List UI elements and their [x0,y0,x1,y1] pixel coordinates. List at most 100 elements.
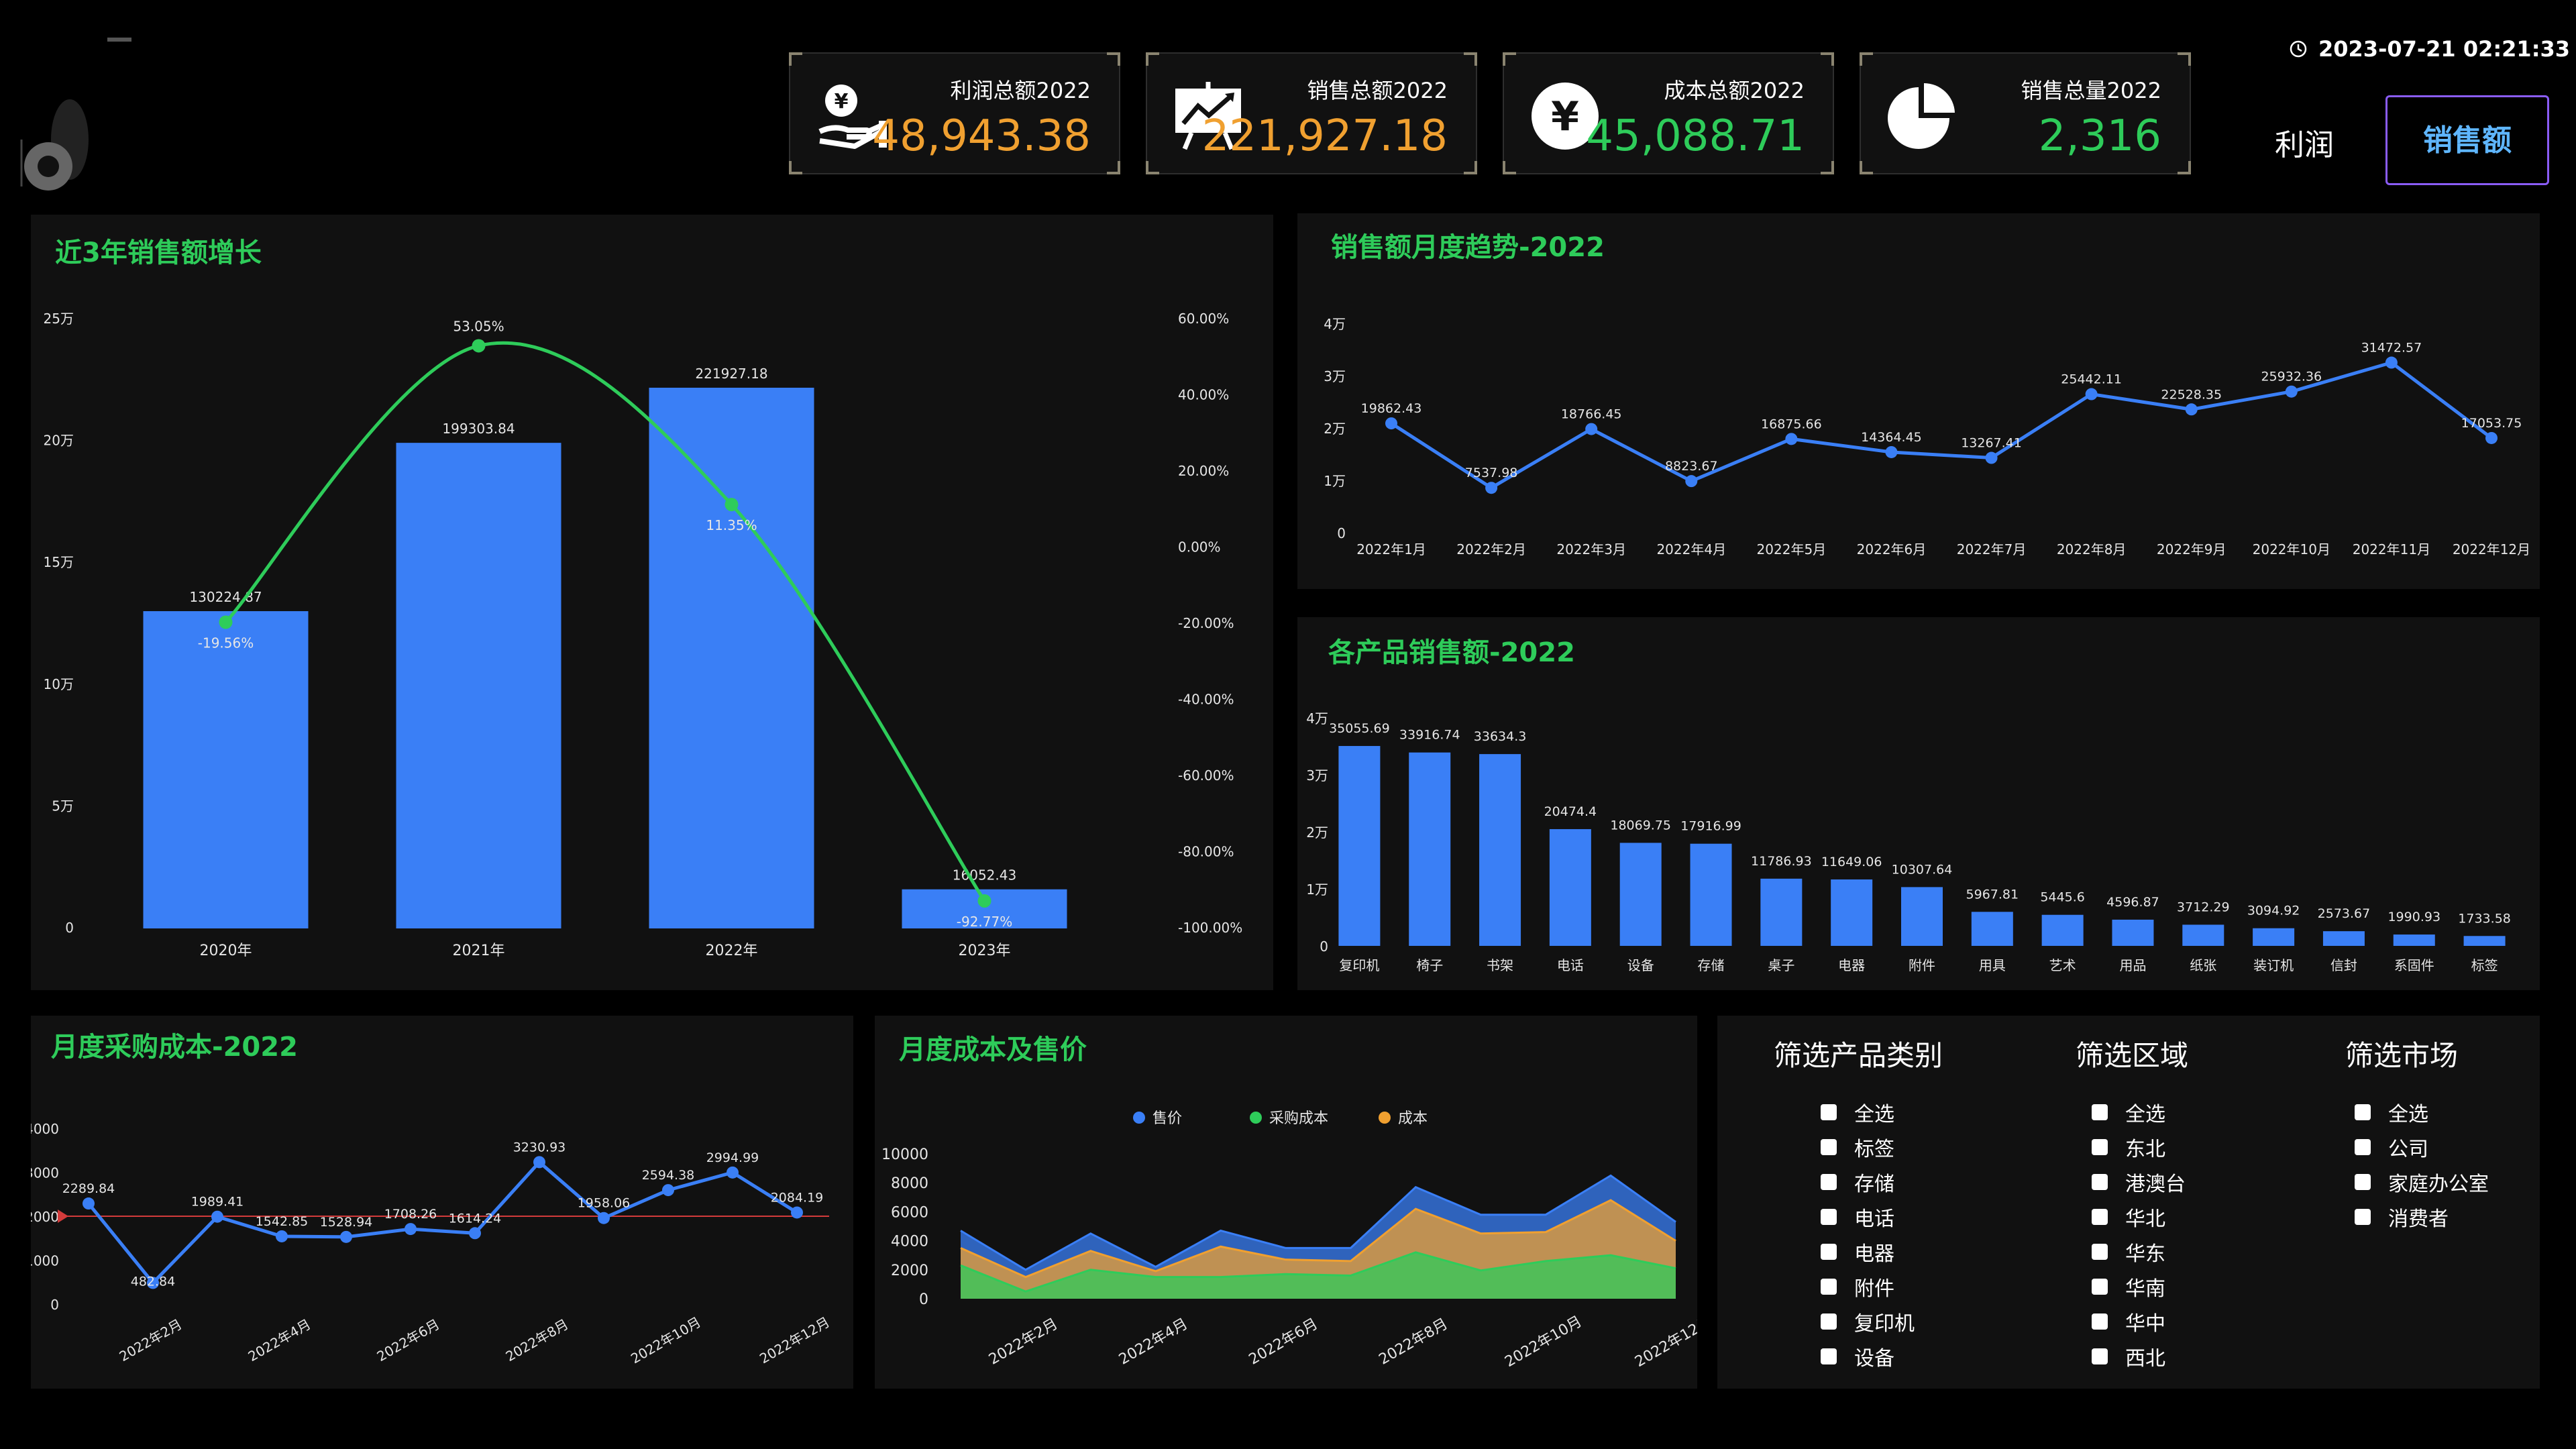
filter-option-label: 华中 [2125,1312,2165,1336]
cost-point [727,1166,739,1179]
kpi-value: 48,943.38 [872,111,1091,161]
filter-option[interactable]: 复印机 [1821,1307,1915,1336]
filter-option[interactable]: 全选 [1821,1097,1894,1127]
kpi-card-quantity: 销售总量2022 2,316 [1860,52,2191,174]
filter-option[interactable]: 公司 [2355,1132,2428,1162]
toggle-sales-button[interactable]: 销售额 [2385,95,2549,185]
filter-option[interactable]: 存储 [1821,1167,1894,1197]
filter-checkbox[interactable] [2092,1104,2108,1120]
filter-option[interactable]: 华中 [2092,1307,2165,1336]
cost-value-label: 1542.85 [256,1214,309,1229]
bar [2041,914,2084,946]
filter-checkbox[interactable] [2092,1139,2108,1155]
filter-checkbox[interactable] [2092,1313,2108,1330]
growth-rate-label: -19.56% [198,635,254,651]
y-tick-label: 2万 [1324,421,1346,437]
filter-option[interactable]: 华东 [2092,1237,2165,1267]
kpi-label: 销售总额2022 [1307,78,1448,103]
filter-option[interactable]: 西北 [2092,1342,2165,1371]
y-tick-label: 20万 [44,433,74,449]
filter-checkbox[interactable] [1821,1244,1837,1260]
filter-option-label: 消费者 [2388,1208,2449,1231]
sales-value-label: 17053.75 [2461,416,2522,431]
cost-point [791,1206,803,1219]
toggle-profit-button[interactable]: 利润 [2275,128,2334,162]
legend-marker [1133,1112,1145,1124]
filter-option[interactable]: 家庭办公室 [2355,1167,2489,1197]
filter-checkbox[interactable] [2355,1174,2371,1190]
cost-point [469,1227,481,1240]
sales-value-label: 8823.67 [1665,459,1718,474]
filter-option[interactable]: 华北 [2092,1202,2165,1232]
y2-tick-label: 60.00% [1178,311,1229,327]
x-tick-label: 2022年12月 [1632,1313,1697,1371]
bar [1971,912,2013,946]
filter-option[interactable]: 电器 [1821,1237,1894,1267]
filter-checkbox[interactable] [1821,1209,1837,1225]
x-tick-label: 2022年10月 [2253,541,2330,557]
x-tick-label: 2022年4月 [1656,541,1726,557]
filter-checkbox[interactable] [1821,1139,1837,1155]
kpi-card-cost: ¥ 成本总额2022 45,088.71 [1503,52,1834,174]
cost-value-label: 1528.94 [320,1215,373,1230]
filter-checkbox[interactable] [1821,1104,1837,1120]
cost-point [147,1277,159,1289]
svg-text:¥: ¥ [1551,93,1579,140]
bar-value-label: 10307.64 [1892,862,1953,877]
filter-checkbox[interactable] [1821,1348,1837,1364]
bar [2393,934,2435,946]
y-tick-label: 6000 [891,1204,928,1221]
datetime-display: 2023-07-21 02:21:33 [2289,36,2570,62]
filter-checkbox[interactable] [2355,1209,2371,1225]
filter-checkbox[interactable] [2092,1174,2108,1190]
growth-rate-label: 11.35% [706,517,757,533]
area-series-line [960,1251,1676,1293]
filter-checkbox[interactable] [2092,1279,2108,1295]
bar-value-label: 16052.43 [953,867,1016,883]
cost-point [598,1212,610,1224]
y-tick-label: 10万 [44,676,74,692]
filter-option[interactable]: 电话 [1821,1202,1894,1232]
filter-option[interactable]: 华南 [2092,1272,2165,1301]
y2-tick-label: -20.00% [1178,615,1234,631]
filter-option[interactable]: 东北 [2092,1132,2165,1162]
bar-value-label: 18069.75 [1610,818,1671,833]
filter-option[interactable]: 附件 [1821,1272,1894,1301]
x-tick-label: 2022年4月 [1116,1316,1191,1368]
cost-point [662,1184,674,1197]
kpi-card-profit: ¥ 利润总额2022 48,943.38 [789,52,1120,174]
filter-checkbox[interactable] [2355,1139,2371,1155]
filter-option[interactable]: 消费者 [2355,1202,2449,1232]
legend-label: 采购成本 [1269,1110,1328,1127]
filter-option[interactable]: 全选 [2355,1097,2428,1127]
filter-checkbox[interactable] [2092,1348,2108,1364]
cost-value-label: 1989.41 [191,1195,244,1210]
money-hand-icon: ¥ [818,85,887,149]
filter-checkbox[interactable] [2092,1209,2108,1225]
filter-option[interactable]: 设备 [1821,1342,1894,1371]
filter-checkbox[interactable] [1821,1279,1837,1295]
filter-option-label: 华东 [2125,1242,2165,1266]
legend-marker [1379,1112,1391,1124]
filter-checkbox[interactable] [2355,1104,2371,1120]
bar-value-label: 1733.58 [2458,911,2511,926]
filter-checkbox[interactable] [1821,1313,1837,1330]
filter-option[interactable]: 标签 [1821,1132,1894,1162]
sales-value-label: 31472.57 [2361,341,2422,356]
filter-checkbox[interactable] [1821,1174,1837,1190]
filter-option[interactable]: 全选 [2092,1097,2165,1127]
filter-option[interactable]: 港澳台 [2092,1167,2186,1197]
y2-tick-label: 20.00% [1178,463,1229,479]
x-tick-label: 2022年1月 [1356,541,1426,557]
legend-label: 成本 [1398,1110,1428,1127]
panel-filters: 筛选产品类别 筛选区域 筛选市场 全选 标签 存储 电话 电器 附件 复印机 设备 全选 东北 港澳… [1717,1016,2540,1389]
x-tick-label: 2022年12月 [2453,541,2530,557]
x-tick-label: 用品 [2119,957,2146,973]
sales-point [1685,475,1698,488]
panel-title: 月度采购成本-2022 [51,1032,298,1063]
y-tick-label: 2000 [31,1209,59,1225]
sales-point [1785,433,1798,445]
monthly-sales-chart: 0 1万 2万 3万 4万 19862.43 2022年1月 7537.98 2022年2月 18… [1324,316,2530,557]
filter-checkbox[interactable] [2092,1244,2108,1260]
